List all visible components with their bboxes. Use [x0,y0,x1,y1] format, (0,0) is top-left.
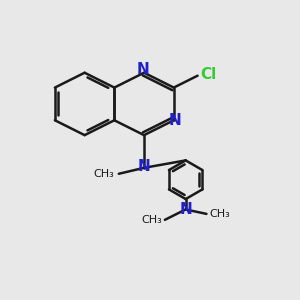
Text: N: N [136,62,149,77]
Text: N: N [138,159,150,174]
Text: CH₃: CH₃ [209,209,230,219]
Text: Cl: Cl [200,67,217,82]
Text: N: N [179,202,192,217]
Text: N: N [169,113,182,128]
Text: CH₃: CH₃ [141,215,162,225]
Text: CH₃: CH₃ [94,169,114,179]
